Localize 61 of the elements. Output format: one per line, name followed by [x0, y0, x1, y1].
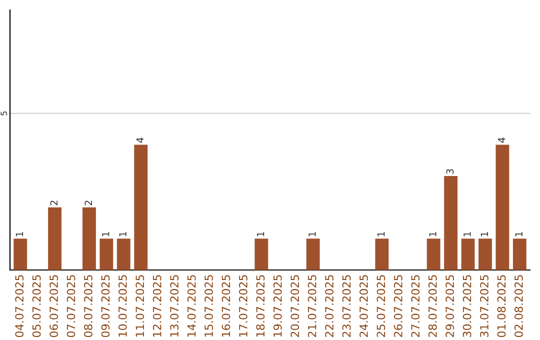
x-tick-label: 23.07.2025: [342, 275, 351, 337]
x-tick-label: 11.07.2025: [136, 275, 144, 337]
data-label: 1: [16, 232, 24, 236]
x-tick-label: 18.07.2025: [256, 275, 265, 337]
x-tick-label: 16.07.2025: [222, 275, 230, 337]
x-tick-label: 17.07.2025: [238, 275, 248, 337]
x-tick-label: 12.07.2025: [152, 275, 162, 337]
bar: [48, 207, 62, 270]
data-label: 1: [378, 232, 385, 236]
bar: [426, 238, 440, 270]
x-tick-label: 24.07.2025: [360, 275, 368, 337]
y-tick-label: 5: [0, 111, 7, 116]
x-tick-label: 04.07.2025: [15, 275, 24, 338]
x-tick-label: 05.07.2025: [32, 275, 41, 338]
bar: [375, 238, 389, 270]
bar: [496, 144, 510, 270]
x-tick-label: 26.07.2025: [394, 275, 402, 337]
bar: [82, 207, 96, 270]
data-label: 2: [50, 200, 58, 206]
data-label: 1: [480, 232, 488, 236]
data-label: 3: [446, 169, 454, 174]
x-tick-label: 13.07.2025: [170, 275, 179, 337]
x-tick-label: 29.07.2025: [446, 275, 454, 337]
x-tick-label: 06.07.2025: [50, 275, 58, 338]
x-tick-label: 27.07.2025: [411, 275, 420, 337]
bar: [306, 238, 320, 270]
x-tick-label: 20.07.2025: [290, 275, 300, 337]
bar: [116, 238, 130, 270]
bar: [134, 144, 148, 270]
x-tick-label: 31.07.2025: [480, 275, 488, 337]
data-label: 1: [464, 232, 471, 236]
bar: [478, 238, 492, 270]
bar: [254, 238, 268, 270]
data-label: 4: [136, 138, 144, 143]
x-tick-label: 21.07.2025: [308, 275, 316, 337]
data-label: 1: [308, 232, 316, 236]
x-tick-label: 08.07.2025: [84, 275, 92, 338]
x-tick-label: 28.07.2025: [428, 275, 437, 337]
x-tick-label: 30.07.2025: [462, 275, 472, 337]
x-tick-label: 22.07.2025: [325, 275, 334, 337]
bar: [444, 176, 458, 270]
x-tick-label: 02.08.2025: [514, 275, 523, 338]
x-tick-label: 19.07.2025: [273, 275, 282, 337]
x-tick-label: 14.07.2025: [187, 275, 196, 337]
data-label: 1: [429, 232, 436, 236]
x-tick-label: 25.07.2025: [376, 275, 386, 337]
x-tick-label: 10.07.2025: [118, 275, 127, 337]
bar: [14, 238, 28, 270]
x-tick-label: 07.07.2025: [66, 275, 76, 338]
data-label: 1: [102, 232, 110, 236]
data-label: 1: [119, 232, 126, 236]
x-tick-label: 09.07.2025: [101, 275, 110, 338]
data-label: 1: [256, 232, 264, 236]
bar: [100, 238, 114, 270]
data-label: 2: [84, 200, 92, 206]
x-tick-label: 01.08.2025: [497, 275, 506, 338]
bar: [512, 238, 526, 270]
x-tick-label: 15.07.2025: [204, 275, 213, 337]
data-label: 4: [498, 138, 506, 143]
data-label: 1: [515, 232, 522, 236]
bar: [461, 238, 475, 270]
